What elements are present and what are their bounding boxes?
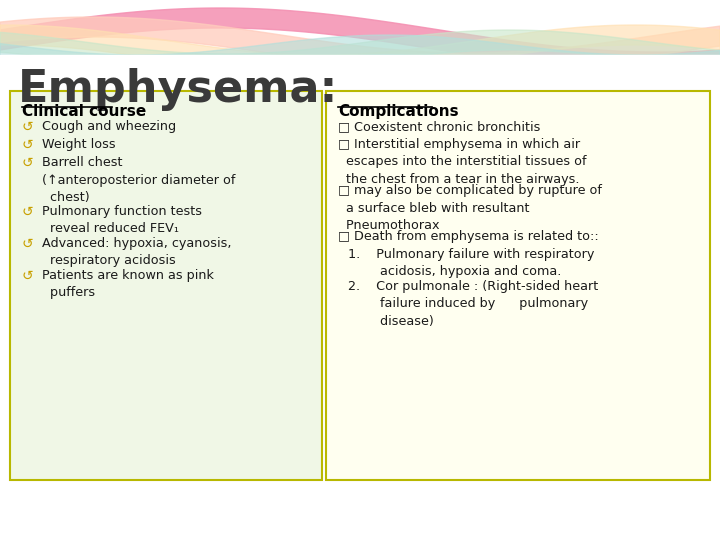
Text: □ Death from emphysema is related to::: □ Death from emphysema is related to:: (338, 230, 599, 243)
FancyBboxPatch shape (326, 91, 710, 480)
Text: 2.    Cor pulmonale : (Right-sided heart
        failure induced by      pulmona: 2. Cor pulmonale : (Right-sided heart fa… (348, 280, 598, 328)
Text: Advanced: hypoxia, cyanosis,
  respiratory acidosis: Advanced: hypoxia, cyanosis, respiratory… (42, 237, 232, 267)
Text: Cough and wheezing: Cough and wheezing (42, 120, 176, 133)
Text: Patients are known as pink
  puffers: Patients are known as pink puffers (42, 269, 214, 299)
Text: Weight loss: Weight loss (42, 138, 116, 151)
FancyBboxPatch shape (10, 91, 322, 480)
Text: ↺: ↺ (22, 156, 34, 170)
Text: Complications: Complications (338, 104, 459, 119)
Text: ↺: ↺ (22, 120, 34, 134)
Text: □ may also be complicated by rupture of
  a surface bleb with resultant
  Pneumo: □ may also be complicated by rupture of … (338, 184, 602, 232)
Text: ↺: ↺ (22, 269, 34, 283)
Text: Pulmonary function tests
  reveal reduced FEV₁: Pulmonary function tests reveal reduced … (42, 205, 202, 235)
Text: ↺: ↺ (22, 205, 34, 219)
Text: Emphysema:: Emphysema: (18, 68, 338, 111)
Text: (↑anteroposterior diameter of
  chest): (↑anteroposterior diameter of chest) (42, 174, 235, 204)
Text: □ Interstitial emphysema in which air
  escapes into the interstitial tissues of: □ Interstitial emphysema in which air es… (338, 138, 587, 186)
Text: 1.    Pulmonary failure with respiratory
        acidosis, hypoxia and coma.: 1. Pulmonary failure with respiratory ac… (348, 248, 595, 279)
Text: ↺: ↺ (22, 237, 34, 251)
Text: □ Coexistent chronic bronchitis: □ Coexistent chronic bronchitis (338, 120, 541, 133)
Text: Barrell chest: Barrell chest (42, 156, 122, 169)
Text: Clinical course: Clinical course (22, 104, 146, 119)
Text: ↺: ↺ (22, 138, 34, 152)
